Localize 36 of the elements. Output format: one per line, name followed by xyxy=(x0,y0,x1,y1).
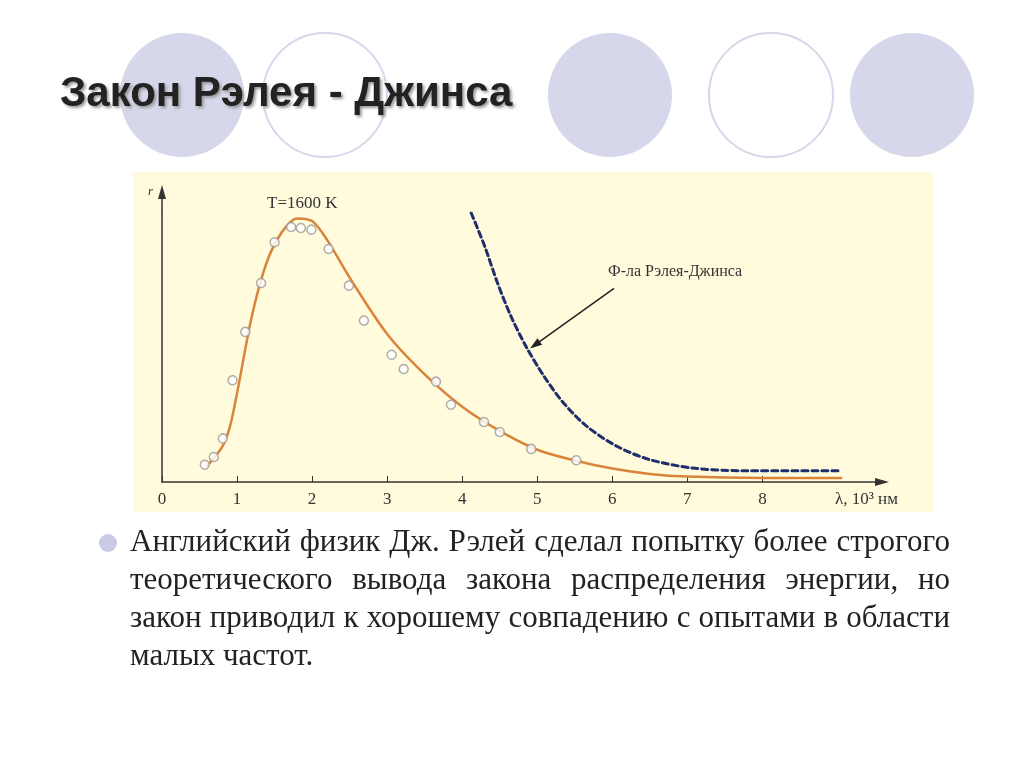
point xyxy=(217,433,229,444)
annotation: Ф-ла Рэлея-Джинса xyxy=(608,261,743,280)
x-tick-label: 3 xyxy=(382,489,392,508)
point xyxy=(208,451,220,463)
text: T=1600 K xyxy=(267,193,339,212)
x-tick-label: 1 xyxy=(232,489,242,508)
point xyxy=(445,399,457,411)
point xyxy=(323,243,334,255)
x-tick-label: 0 xyxy=(157,489,167,508)
text: Английский физик Дж. Рэлей сделал попытку более строгого теоретического вывода закона распределения энергии, но закон приводил к хорошему совпадению с опытами в области малых частот. xyxy=(130,522,950,674)
point xyxy=(398,363,409,375)
point xyxy=(571,454,582,466)
x-tick-label: 5 xyxy=(533,489,542,508)
point xyxy=(285,221,297,233)
point xyxy=(199,459,211,471)
x-tick-label: 8 xyxy=(758,489,767,508)
point xyxy=(386,349,397,361)
x-tick-label: 2 xyxy=(307,489,317,508)
chart-title: Закон Рэлея - Джинса xyxy=(60,68,513,116)
point xyxy=(478,416,490,428)
x-tick-label: 6 xyxy=(608,489,617,508)
point xyxy=(255,277,267,289)
point xyxy=(295,222,307,234)
point xyxy=(269,237,280,248)
point xyxy=(227,375,238,386)
x-tick-label: 4 xyxy=(457,489,467,508)
x-tick-label: 7 xyxy=(683,489,693,508)
y-axis-title: r xyxy=(148,183,154,198)
point xyxy=(430,376,442,387)
point xyxy=(358,315,370,326)
x-axis-title: λ, 10³ нм xyxy=(835,489,899,508)
point xyxy=(306,224,317,235)
point xyxy=(240,326,251,338)
point xyxy=(526,443,537,455)
point xyxy=(494,426,505,438)
point xyxy=(343,280,355,291)
